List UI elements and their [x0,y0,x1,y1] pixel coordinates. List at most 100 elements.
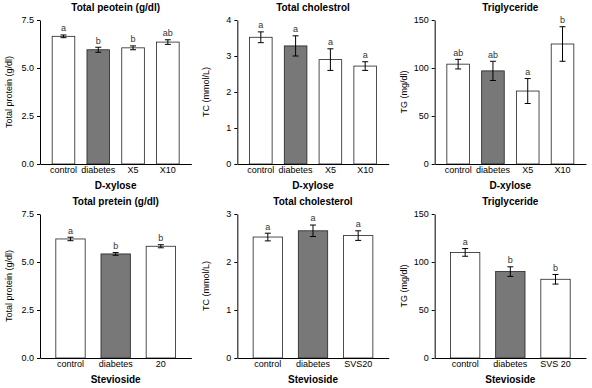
y-tick-label: 0 [226,159,231,169]
bar [157,42,180,164]
y-tick-label: 2 [226,87,231,97]
error-bar [130,46,136,50]
annotation: b [96,36,101,46]
error-bar [67,237,73,240]
title: Total peotein (g/dl) [71,2,160,13]
x-tick-label: diabetes [81,165,116,175]
y-tick-mark [37,358,40,359]
x-tick: diabetes [279,165,314,175]
error-bar [60,35,66,38]
x-tick-label: 20 [156,359,166,369]
y-tick-label: 1 [226,305,231,315]
y-tick-label: 0 [424,159,429,169]
x-tick-label: diabetes [279,165,314,175]
plot-area [450,249,570,358]
annotation: a [525,67,530,77]
bar [541,279,570,358]
title: Total pretein (g/dl) [72,196,158,207]
y-tick-mark [37,214,40,215]
x-tick: diabetes [99,359,134,369]
y-tick: 2.5 [21,305,40,315]
x-tick-label: control [445,165,472,175]
y-tick: 4 [226,15,237,25]
error-bar [265,233,271,241]
y-tick-label: 5.0 [21,257,34,267]
y-axis-line [435,215,436,359]
y-tick: 3 [226,209,237,219]
y-tick: 2 [226,257,237,267]
y-tick-label: 7.5 [21,15,34,25]
bar [343,236,372,358]
y-tick: 5.0 [21,63,40,73]
y-tick-mark [37,20,40,21]
y-axis-title: TG (mg/dl) [399,70,409,113]
y-tick: 5.0 [21,257,40,267]
x-tick-label: X10 [160,165,176,175]
title: Total cholesterol [273,196,352,207]
x-tick: control [445,165,472,175]
x-axis: control diabetes 20 [41,359,192,370]
y-axis-line [435,21,436,165]
panel: 050100150controldiabetesX5X10abababTrigl… [399,2,587,191]
y-tick-label: 0.0 [21,159,34,169]
x-tick-label: X10 [357,165,373,175]
error-bar [507,267,513,277]
y-axis-title: TC (mmol/L) [201,261,211,311]
x-tick: diabetes [493,359,528,369]
bar [496,272,525,358]
x-tick: X5 [522,165,533,175]
error-bar [165,40,171,45]
annotation: a [363,50,368,60]
annotation: b [131,34,136,44]
annotation: a [463,237,468,247]
y-tick: 150 [414,209,435,219]
x-axis: controldiabetesSVS20 [238,359,389,370]
annotation: a [265,222,270,232]
bar [482,71,505,164]
y-tick-mark [432,214,435,215]
panel: 050100150controldiabetesSVS 20abbTriglyc… [399,196,587,385]
error-bar [355,231,361,241]
y-tick: 2.5 [21,111,40,121]
panel: 01234controldiabetesX5X10aaaaTotal chole… [201,2,389,191]
x-tick: 20 [156,359,166,369]
y-tick-mark [37,310,40,311]
bar [56,239,85,358]
x-tick: SVS 20 [540,359,571,369]
y-tick: 0 [226,353,237,363]
y-tick: 7.5 [21,15,40,25]
x-tick: control [254,359,281,369]
y-axis-title: Total protein (g/dl) [4,56,14,128]
bar [284,46,307,164]
y-tick-mark [432,68,435,69]
y-tick-mark [432,164,435,165]
x-tick: diabetes [476,165,511,175]
plot-area [253,225,373,358]
annotation: b [553,263,558,273]
x-tick-label: diabetes [296,359,331,369]
bar [250,37,273,164]
x-axis: controldiabetesX5X10 [435,165,586,176]
x-tick: control [57,359,84,369]
y-tick: 7.5 [21,209,40,219]
x-tick-label: diabetes [493,359,528,369]
x-tick-label: diabetes [99,359,134,369]
y-tick-label: 7.5 [21,209,34,219]
annotation: a [356,219,361,229]
y-tick-label: 150 [414,15,429,25]
y-tick-label: 0.0 [21,353,34,363]
y-tick: 1 [226,123,237,133]
y-tick: 0.0 [21,159,40,169]
x-axis: controldiabetesSVS 20 [435,359,586,370]
y-tick-mark [37,116,40,117]
y-axis: 0.0 2.5 5.0 7.5 [21,209,40,363]
error-bar [95,47,101,52]
y-tick-label: 1 [226,123,231,133]
error-bar [158,245,164,248]
plot-area [52,35,179,164]
error-bar [455,59,461,69]
error-bar [525,79,531,104]
y-tick-label: 100 [414,63,429,73]
y-tick-mark [234,358,237,359]
y-tick-mark [234,262,237,263]
